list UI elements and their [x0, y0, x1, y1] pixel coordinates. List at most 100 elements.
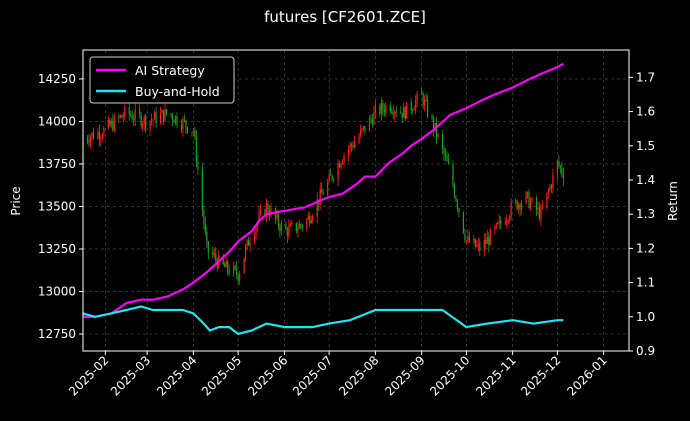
candle-body	[259, 209, 262, 214]
candle-body	[92, 132, 95, 139]
candle-body	[276, 214, 278, 218]
candle-body	[437, 134, 439, 138]
candle-body	[307, 215, 309, 220]
candle-body	[328, 174, 330, 182]
candle-body	[379, 105, 381, 115]
candle-body	[309, 215, 311, 224]
candle-body	[130, 114, 132, 116]
candle-body	[322, 193, 324, 195]
candle-body	[154, 112, 156, 120]
candle-body	[546, 192, 548, 208]
y-left-tick-label: 13750	[38, 157, 76, 171]
candle-body	[206, 231, 208, 242]
candle-body	[443, 148, 445, 155]
candle-body	[234, 265, 236, 268]
candle-body	[228, 270, 230, 274]
candle-body	[306, 219, 308, 228]
y-right-tick-label: 1.2	[636, 241, 655, 255]
candle-body	[258, 213, 260, 222]
x-tick-label: 2025-07	[290, 353, 335, 398]
candle-body	[359, 129, 362, 137]
y-left-tick-label: 13250	[38, 242, 76, 256]
candle-body	[518, 204, 520, 210]
candle-body	[246, 240, 248, 248]
candle-body	[165, 109, 168, 114]
candle-body	[453, 185, 456, 197]
candle-body	[295, 222, 297, 232]
candle-body	[227, 261, 229, 271]
candle-body	[201, 169, 203, 210]
candle-body	[340, 163, 342, 168]
candle-body	[145, 116, 147, 129]
candle-body	[253, 234, 256, 243]
candle-body	[488, 237, 490, 245]
candle-body	[236, 267, 238, 275]
candle-body	[247, 240, 250, 246]
candle-body	[479, 243, 481, 252]
y-left-tick-label: 12750	[38, 327, 76, 341]
candle-body	[391, 111, 393, 113]
y-axis-right: 0.9 1.0 1.1 1.2 1.3 1.4 1.5 1.6 1.7	[629, 70, 655, 358]
candle-body	[89, 136, 92, 143]
candle-body	[288, 226, 290, 237]
candle-body	[207, 241, 209, 252]
candle-body	[112, 120, 114, 131]
candle-body	[186, 127, 189, 133]
candle-body	[467, 236, 469, 241]
x-tick-label: 2026-01	[564, 353, 609, 398]
candle-body	[152, 119, 154, 121]
candle-body	[98, 131, 101, 140]
candle-body	[529, 201, 532, 208]
candle-body	[520, 202, 523, 210]
candle-body	[182, 119, 184, 130]
candle-body	[149, 121, 151, 129]
plot-frame	[82, 49, 630, 352]
candle-body	[361, 128, 363, 130]
candle-body	[455, 196, 457, 202]
candle-body	[237, 274, 239, 281]
legend-label-buy-and-hold: Buy-and-Hold	[135, 84, 220, 99]
candle-body	[500, 220, 502, 224]
y-right-tick-label: 1.6	[636, 105, 655, 119]
candle-body	[483, 240, 485, 252]
candle-body	[245, 247, 247, 259]
candle-body	[319, 189, 321, 205]
candle-body	[476, 244, 478, 247]
candle-body	[370, 117, 372, 120]
candle-body	[110, 120, 112, 126]
candle-body	[382, 102, 384, 110]
candle-body	[101, 135, 103, 138]
candle-body	[498, 220, 500, 224]
candle-body	[506, 220, 508, 224]
candle-body	[509, 216, 511, 221]
candle-body	[118, 116, 120, 118]
candle-body	[516, 200, 518, 210]
candle-body	[333, 179, 335, 181]
candle-body	[485, 240, 487, 244]
ai-strategy-line	[83, 62, 564, 318]
candle-body	[347, 149, 350, 156]
candle-body	[316, 199, 318, 217]
candle-body	[556, 161, 558, 175]
candle-body	[173, 120, 175, 123]
candle-body	[526, 192, 529, 194]
candle-body	[264, 209, 266, 216]
legend: AI Strategy Buy-and-Hold	[89, 56, 235, 104]
candle-body	[550, 186, 553, 188]
candle-body	[161, 110, 163, 114]
candle-body	[446, 155, 448, 162]
candle-body	[552, 174, 554, 188]
candle-body	[249, 242, 251, 246]
candle-body	[416, 93, 418, 101]
candle-body	[424, 99, 426, 106]
candle-body	[140, 114, 142, 127]
candle-body	[507, 220, 509, 222]
candle-body	[343, 155, 345, 162]
candle-body	[183, 119, 186, 121]
candle-body	[349, 144, 351, 150]
candle-body	[225, 261, 227, 268]
y-axis-right-label: Return	[666, 181, 680, 221]
candle-body	[330, 174, 332, 176]
